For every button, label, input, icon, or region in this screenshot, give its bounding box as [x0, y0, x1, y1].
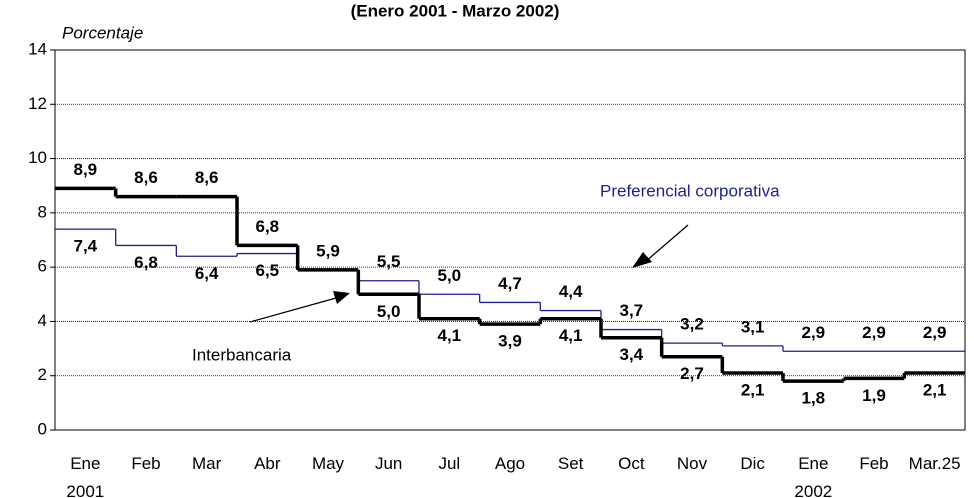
data-label: 3,4 [620, 345, 644, 364]
data-label: 5,5 [377, 252, 401, 271]
x-tick-label: Set [557, 454, 584, 473]
data-label: 2,7 [680, 364, 704, 383]
chart-title: (Enero 2001 - Marzo 2002) [351, 1, 560, 20]
y-tick-label: 0 [38, 419, 47, 438]
y-axis-label: Porcentaje [62, 23, 143, 42]
data-label: 6,8 [134, 253, 158, 272]
x-tick-label: Feb [859, 454, 889, 473]
x-tick-label: Abr [254, 454, 281, 473]
y-tick-label: 12 [28, 94, 47, 113]
x-tick-label: Feb [131, 454, 161, 473]
plot-area [54, 49, 966, 431]
data-label: 1,9 [862, 386, 886, 405]
x-tick-label: Oct [618, 454, 645, 473]
arrowhead [632, 252, 652, 268]
x-tick-label: Mar.25 [908, 454, 961, 473]
data-label: 8,6 [134, 168, 158, 187]
data-label: 3,1 [741, 317, 765, 336]
data-label: 2,9 [862, 323, 886, 342]
data-label: 4,7 [498, 274, 522, 293]
x-tick-label: Ago [494, 454, 526, 473]
data-label: 5,9 [316, 241, 340, 260]
x-tick-label: Jun [374, 454, 403, 473]
y-tick-label: 14 [28, 39, 47, 58]
x-tick-label: Mar [192, 454, 222, 473]
x-tick-label: Ene 2002 [794, 454, 833, 498]
x-tick-label: Ene 2001 [66, 454, 105, 498]
data-label: 2,1 [741, 380, 765, 399]
data-label: 6,5 [256, 261, 280, 280]
data-label: 3,2 [680, 315, 704, 334]
arrow [644, 224, 689, 263]
y-tick-label: 2 [38, 365, 47, 384]
x-tick-label: Jul [438, 454, 461, 473]
data-label: 4,1 [559, 326, 583, 345]
data-label: 5,0 [377, 302, 401, 321]
x-tick-label: Dic [740, 454, 765, 473]
data-label: 8,9 [74, 160, 98, 179]
data-label: 7,4 [74, 237, 98, 256]
data-label: 2,9 [802, 323, 826, 342]
legend-label: Preferencial corporativa [600, 181, 780, 200]
x-tick-label: May [311, 454, 345, 473]
data-label: 2,9 [923, 323, 947, 342]
data-label: 3,7 [620, 301, 644, 320]
data-label: 4,4 [559, 282, 583, 301]
data-label: 2,1 [923, 380, 947, 399]
y-tick-label: 8 [38, 202, 47, 221]
data-label: 6,4 [195, 264, 219, 283]
data-label: 1,8 [802, 389, 826, 408]
data-label: 5,0 [438, 266, 462, 285]
y-tick-label: 4 [38, 311, 47, 330]
data-label: 6,8 [256, 217, 280, 236]
legend-label: Interbancaria [192, 345, 292, 364]
arrow [249, 297, 337, 323]
arrowhead [333, 291, 350, 304]
data-label: 4,1 [438, 326, 462, 345]
data-label: 8,6 [195, 168, 219, 187]
y-tick-label: 6 [38, 257, 47, 276]
data-label: 3,9 [498, 332, 522, 351]
x-tick-label: Nov [676, 454, 708, 473]
y-tick-label: 10 [28, 148, 47, 167]
